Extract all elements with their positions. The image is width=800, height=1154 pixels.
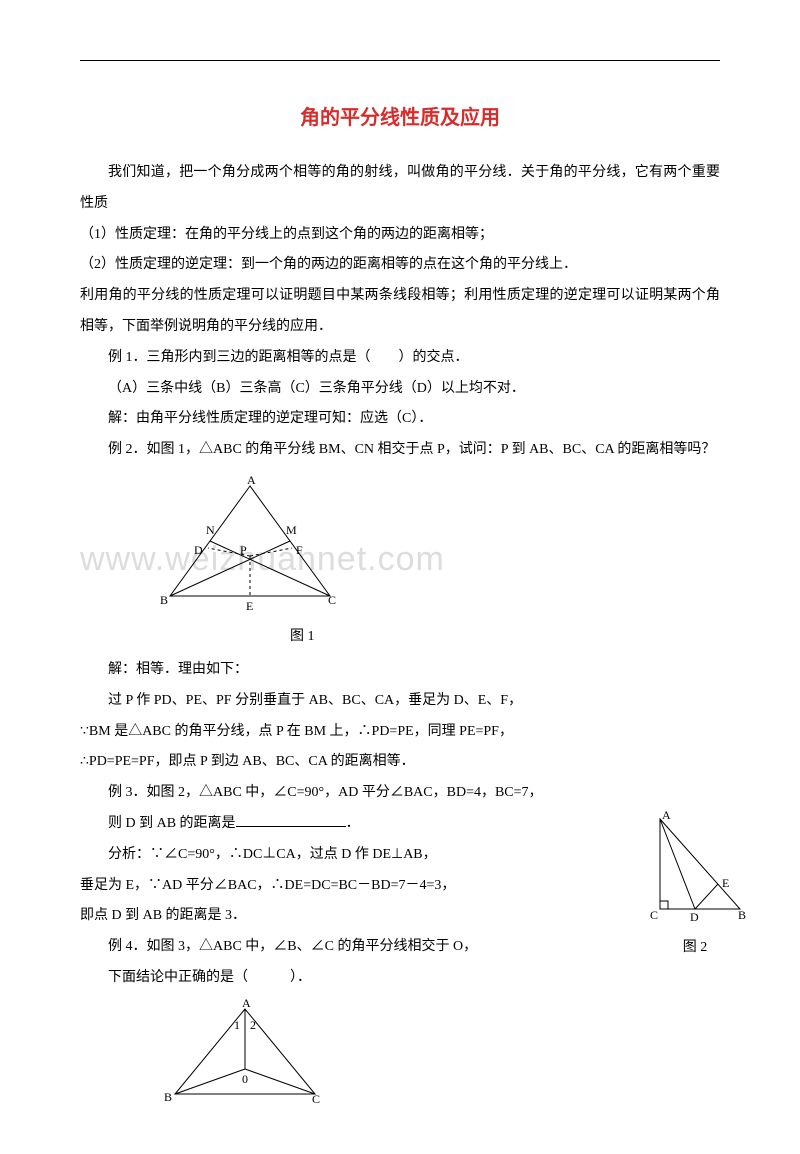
ex3b-post: ． xyxy=(346,816,360,831)
fig3-label-c: C xyxy=(312,1092,320,1106)
top-rule xyxy=(80,60,720,61)
intro-para: 我们知道，把一个角分成两个相等的角的射线，叫做角的平分线．关于角的平分线，它有两… xyxy=(80,158,720,220)
fig1-label-a: A xyxy=(247,476,256,487)
example-2-sol-3: ∵BM 是△ABC 的角平分线，点 P 在 BM 上，∴PD=PE，同理 PE=… xyxy=(80,717,720,748)
example-3-line-a: 例 3．如图 2，△ABC 中，∠C=90°，AD 平分∠BAC，BD=4，BC… xyxy=(80,778,720,809)
fig3-label-2: 2 xyxy=(250,1018,256,1032)
theorem-2: （2）性质定理的逆定理：到一个角的两边的距离相等的点在这个角的平分线上． xyxy=(80,250,720,281)
fig3-label-b: B xyxy=(164,1090,172,1104)
fig1-label-c: C xyxy=(328,593,336,607)
example-3-line-d: 垂足为 E，∵AD 平分∠BAC，∴DE=DC=BC－BD=7－4=3， xyxy=(80,871,720,902)
figure-3: A B C 0 1 2 xyxy=(160,999,720,1114)
blank-underline xyxy=(236,812,346,827)
example-2-sol-2: 过 P 作 PD、PE、PF 分别垂直于 AB、BC、CA，垂足为 D、E、F， xyxy=(80,686,720,717)
fig1-label-p: P xyxy=(240,543,247,557)
example-3-line-b: 则 D 到 AB 的距离是 ． xyxy=(80,809,720,840)
example-2: 例 2．如图 1，△ABC 的角平分线 BM、CN 相交于点 P，试问：P 到 … xyxy=(80,435,720,466)
example-4-line-a: 例 4．如图 3，△ABC 中，∠B、∠C 的角平分线相交于 O， xyxy=(80,932,720,963)
example-3-line-c: 分析：∵∠C=90°，∴DC⊥CA，过点 D 作 DE⊥AB， xyxy=(80,840,720,871)
fig2-label-c: C xyxy=(650,908,658,922)
fig2-label-a: A xyxy=(662,809,671,822)
fig1-label-m: M xyxy=(286,523,297,537)
doc-title: 角的平分线性质及应用 xyxy=(80,101,720,130)
theorem-1: （1）性质定理：在角的平分线上的点到这个角的两边的距离相等； xyxy=(80,220,720,251)
figure-2-svg: A C B D E xyxy=(640,809,750,929)
figure-3-svg: A B C 0 1 2 xyxy=(160,999,330,1109)
fig2-label-d: D xyxy=(690,910,699,924)
figure-1-caption: 图 1 xyxy=(290,625,720,645)
figure-1-svg: A B C D E F M N P xyxy=(160,476,340,616)
fig1-label-n: N xyxy=(206,523,215,537)
example-2-sol-1: 解：相等．理由如下： xyxy=(80,655,720,686)
fig3-label-o: 0 xyxy=(242,1072,248,1086)
example-1-options: （A）三条中线（B）三条高（C）三条角平分线（D）以上均不对． xyxy=(80,374,720,405)
figure-2: A C B D E 图 2 xyxy=(640,809,750,956)
usage-para: 利用角的平分线的性质定理可以证明题目中某两条线段相等；利用性质定理的逆定理可以证… xyxy=(80,281,720,343)
fig2-label-e: E xyxy=(722,876,729,890)
fig3-label-1: 1 xyxy=(234,1018,240,1032)
ex3b-pre: 则 D 到 AB 的距离是 xyxy=(108,816,236,831)
fig1-label-d: D xyxy=(194,543,203,557)
example-2-sol-4: ∴PD=PE=PF，即点 P 到边 AB、BC、CA 的距离相等． xyxy=(80,747,720,778)
fig3-label-a: A xyxy=(242,999,251,1010)
example-3-line-e: 即点 D 到 AB 的距离是 3． xyxy=(80,901,720,932)
example-4-line-b: 下面结论中正确的是（ ）． xyxy=(80,963,720,994)
fig1-label-f: F xyxy=(296,543,303,557)
example-1: 例 1．三角形内到三边的距离相等的点是（ ）的交点． xyxy=(80,343,720,374)
figure-1: A B C D E F M N P 图 1 xyxy=(160,476,720,645)
fig1-label-b: B xyxy=(160,593,168,607)
figure-2-caption: 图 2 xyxy=(640,936,750,956)
fig1-label-e: E xyxy=(246,599,253,613)
fig2-label-b: B xyxy=(738,908,746,922)
example-1-solution: 解：由角平分线性质定理的逆定理可知：应选（C）． xyxy=(80,404,720,435)
